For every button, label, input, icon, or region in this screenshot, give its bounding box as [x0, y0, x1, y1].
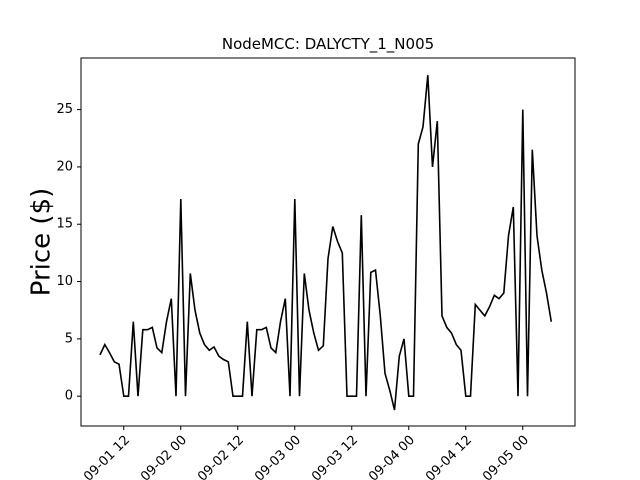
x-tick-label: 09-02 00 — [138, 433, 190, 480]
y-tick-label: 25 — [56, 102, 73, 117]
y-axis-label: Price ($) — [27, 188, 57, 297]
y-tick-label: 15 — [56, 217, 73, 232]
x-tick-label: 09-03 12 — [309, 433, 361, 480]
y-tick-label: 5 — [65, 331, 73, 346]
x-tick-label: 09-04 12 — [423, 433, 475, 480]
x-tick-label: 09-05 00 — [480, 433, 532, 480]
price-line — [99, 75, 553, 411]
x-tick-label: 09-03 00 — [252, 433, 304, 480]
y-tick-label: 0 — [65, 389, 73, 404]
y-tick-label: 20 — [56, 159, 73, 174]
plot-frame — [80, 57, 576, 427]
chart-title: NodeMCC: DALYCTY_1_N005 — [222, 35, 434, 54]
x-tick-label: 09-02 12 — [195, 433, 247, 480]
x-tick-label: 09-04 00 — [366, 433, 418, 480]
x-tick-label: 09-01 12 — [81, 433, 133, 480]
y-tick-label: 10 — [56, 274, 73, 289]
